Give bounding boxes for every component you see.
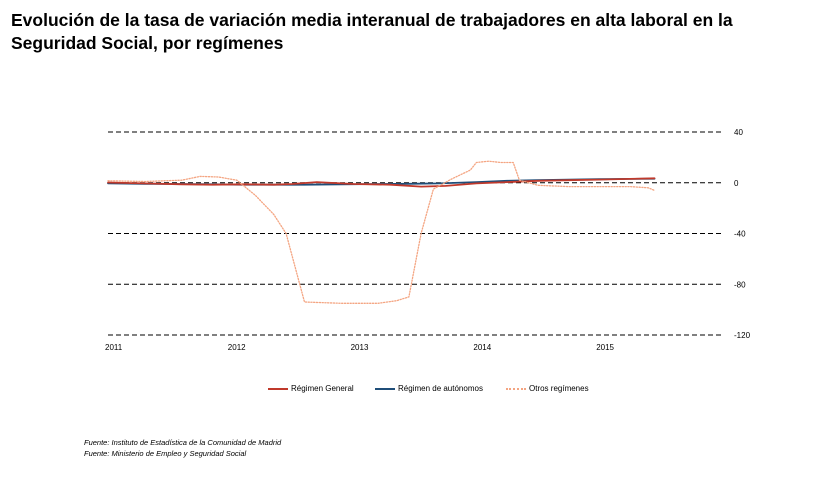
y-tick-label: -120 xyxy=(734,331,751,340)
y-tick-label: 0 xyxy=(734,179,739,188)
sources: Fuente: Instituto de Estadística de la C… xyxy=(84,437,281,459)
x-tick-label: 2011 xyxy=(105,343,123,352)
legend-item-general: Régimen General xyxy=(268,384,354,393)
legend-swatch-autonomos xyxy=(375,387,395,390)
source-line: Fuente: Instituto de Estadística de la C… xyxy=(84,438,282,447)
gridlines xyxy=(108,131,722,336)
y-tick-label: -80 xyxy=(734,280,746,289)
x-tick-label: 2015 xyxy=(596,343,614,352)
legend-item-otros: Otros regímenes xyxy=(506,384,589,393)
x-tick-label: 2014 xyxy=(473,343,491,352)
data-series xyxy=(107,160,656,304)
x-tick-label: 2012 xyxy=(228,343,246,352)
x-tick-label: 2013 xyxy=(351,343,369,352)
legend-item-autonomos: Régimen de autónomos xyxy=(375,384,483,393)
legend-swatch-general xyxy=(268,387,288,390)
y-tick-label: 40 xyxy=(734,128,743,137)
legend-label-autonomos: Régimen de autónomos xyxy=(398,384,483,393)
y-tick-label: -40 xyxy=(734,230,746,239)
legend-swatch-otros xyxy=(506,387,526,390)
series-line-general xyxy=(107,177,656,188)
series-line-otros xyxy=(107,160,656,304)
legend-label-otros: Otros regímenes xyxy=(529,384,589,393)
legend-label-general: Régimen General xyxy=(291,384,354,393)
source-line: Fuente: Ministerio de Empleo y Seguridad… xyxy=(84,449,247,458)
chart-title: Evolución de la tasa de variación media … xyxy=(11,10,733,53)
axis-ticks: 40 0 -40 -80 -120 2011 2012 2013 2014 2015 xyxy=(105,128,751,352)
